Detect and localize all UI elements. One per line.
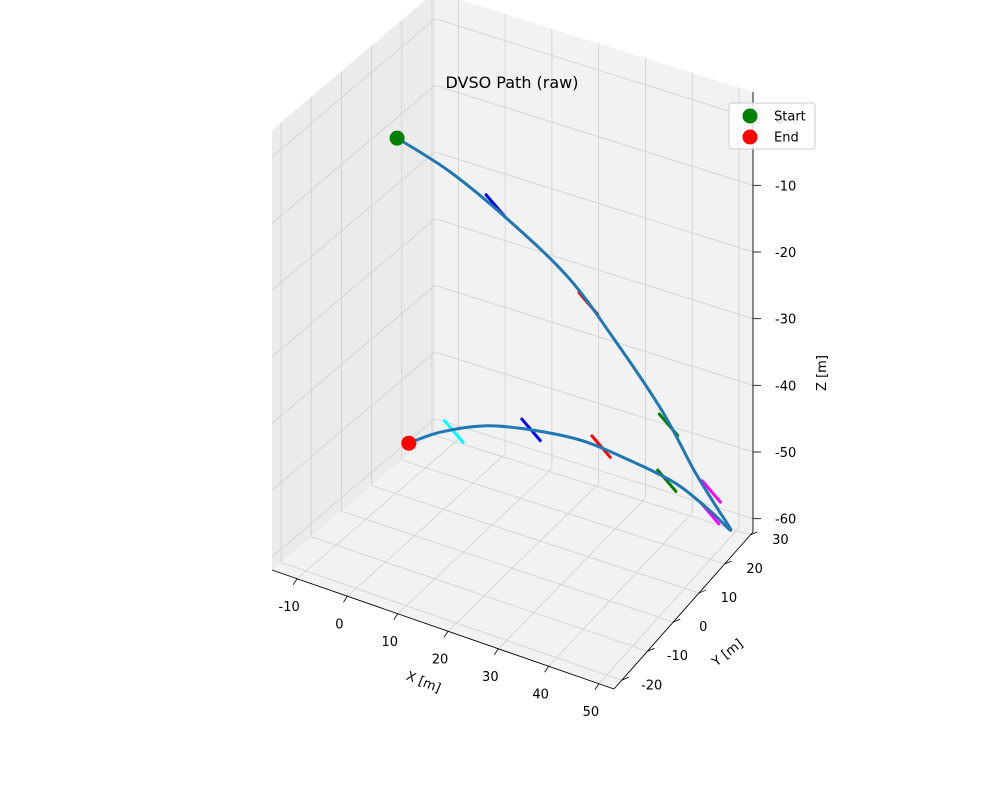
orientation-marker xyxy=(700,479,722,504)
trajectory-line xyxy=(396,136,733,532)
y-gridline-floor xyxy=(341,510,674,623)
y-tick-label: -20 xyxy=(641,678,662,693)
z-gridline-left xyxy=(271,151,436,291)
legend-end-swatch xyxy=(742,129,758,145)
endpoints xyxy=(389,130,417,451)
z-gridline-left xyxy=(271,218,436,357)
x-axis-line xyxy=(271,569,615,690)
z-gridline-left xyxy=(271,351,436,491)
y-axis-label: Y [m] xyxy=(709,637,747,671)
chart-title: DVSO Path (raw) xyxy=(445,73,578,92)
gridlines xyxy=(271,0,754,685)
x-tick-label: 10 xyxy=(381,635,398,650)
axis-panes xyxy=(272,0,753,689)
x-gridline-floor xyxy=(397,468,553,615)
z-tick-label: -40 xyxy=(775,379,796,394)
y-tick-label: 30 xyxy=(772,533,789,548)
x-tick-mark xyxy=(493,648,499,655)
x-tick-label: -10 xyxy=(279,600,300,615)
z-gridline-back xyxy=(434,218,754,320)
y-gridline-floor xyxy=(431,434,751,536)
z-tick-label: -30 xyxy=(775,313,796,328)
y-tick-mark xyxy=(750,531,758,536)
z-gridline-back xyxy=(434,84,754,186)
y-tick-label: 0 xyxy=(699,620,707,635)
tick-labels: -1001020304050-20-1001020300-10-20-30-40… xyxy=(279,113,797,720)
z-gridline-left xyxy=(271,18,436,157)
z-gridline-back xyxy=(434,18,754,120)
x-tick-mark xyxy=(292,578,298,585)
y-axis-line xyxy=(613,531,754,690)
x-tick-mark xyxy=(343,596,348,603)
back-pane xyxy=(435,0,753,532)
x-gridline-floor xyxy=(347,453,506,597)
x-gridline-floor xyxy=(598,527,740,685)
y-gridline-floor xyxy=(311,536,648,652)
z-tick-label: -20 xyxy=(775,246,796,261)
y-gridline-floor xyxy=(280,561,622,681)
y-gridline-floor xyxy=(401,459,725,565)
x-tick-label: 50 xyxy=(583,705,600,720)
x-tick-mark xyxy=(594,683,600,690)
z-tick-label: -60 xyxy=(775,513,796,528)
y-tick-label: 10 xyxy=(721,591,738,606)
x-gridline-floor xyxy=(498,497,646,650)
legend: Start End xyxy=(728,102,816,150)
x-tick-mark xyxy=(443,631,449,638)
x-gridline-floor xyxy=(296,439,459,580)
z-tick-label: -10 xyxy=(775,179,796,194)
y-tick-mark xyxy=(673,618,681,623)
x-tick-label: 40 xyxy=(532,687,549,702)
y-tick-mark xyxy=(647,647,655,652)
z-gridline-back xyxy=(434,284,754,386)
y-tick-mark xyxy=(621,676,629,681)
start-point xyxy=(389,130,405,146)
z-axis-label: Z [m] xyxy=(815,355,830,391)
z-gridline-left xyxy=(271,285,436,424)
y-gridline-floor xyxy=(371,485,700,594)
trajectory xyxy=(396,136,733,532)
y-tick-label: 20 xyxy=(746,562,763,577)
x-tick-label: 30 xyxy=(482,670,499,685)
z-gridline-left xyxy=(271,85,436,224)
x-tick-label: 0 xyxy=(335,617,343,632)
legend-start-swatch xyxy=(742,108,758,124)
y-tick-mark xyxy=(698,589,707,594)
x-tick-label: 20 xyxy=(432,652,449,667)
x-tick-mark xyxy=(544,666,549,673)
y-tick-mark xyxy=(724,560,732,565)
z-tick-label: -50 xyxy=(775,446,796,461)
x-gridline-floor xyxy=(548,512,693,667)
z-gridline-back xyxy=(434,151,754,253)
x-tick-mark xyxy=(393,613,399,620)
legend-end-label: End xyxy=(774,131,799,146)
end-point xyxy=(401,435,417,451)
legend-start-label: Start xyxy=(774,110,806,125)
z-gridline-back xyxy=(434,351,754,453)
axis-lines xyxy=(271,92,754,690)
x-axis-label: X [m] xyxy=(404,669,443,696)
orientation-marker xyxy=(442,419,465,444)
x-gridline-floor xyxy=(447,483,599,632)
y-tick-label: -10 xyxy=(667,649,688,664)
